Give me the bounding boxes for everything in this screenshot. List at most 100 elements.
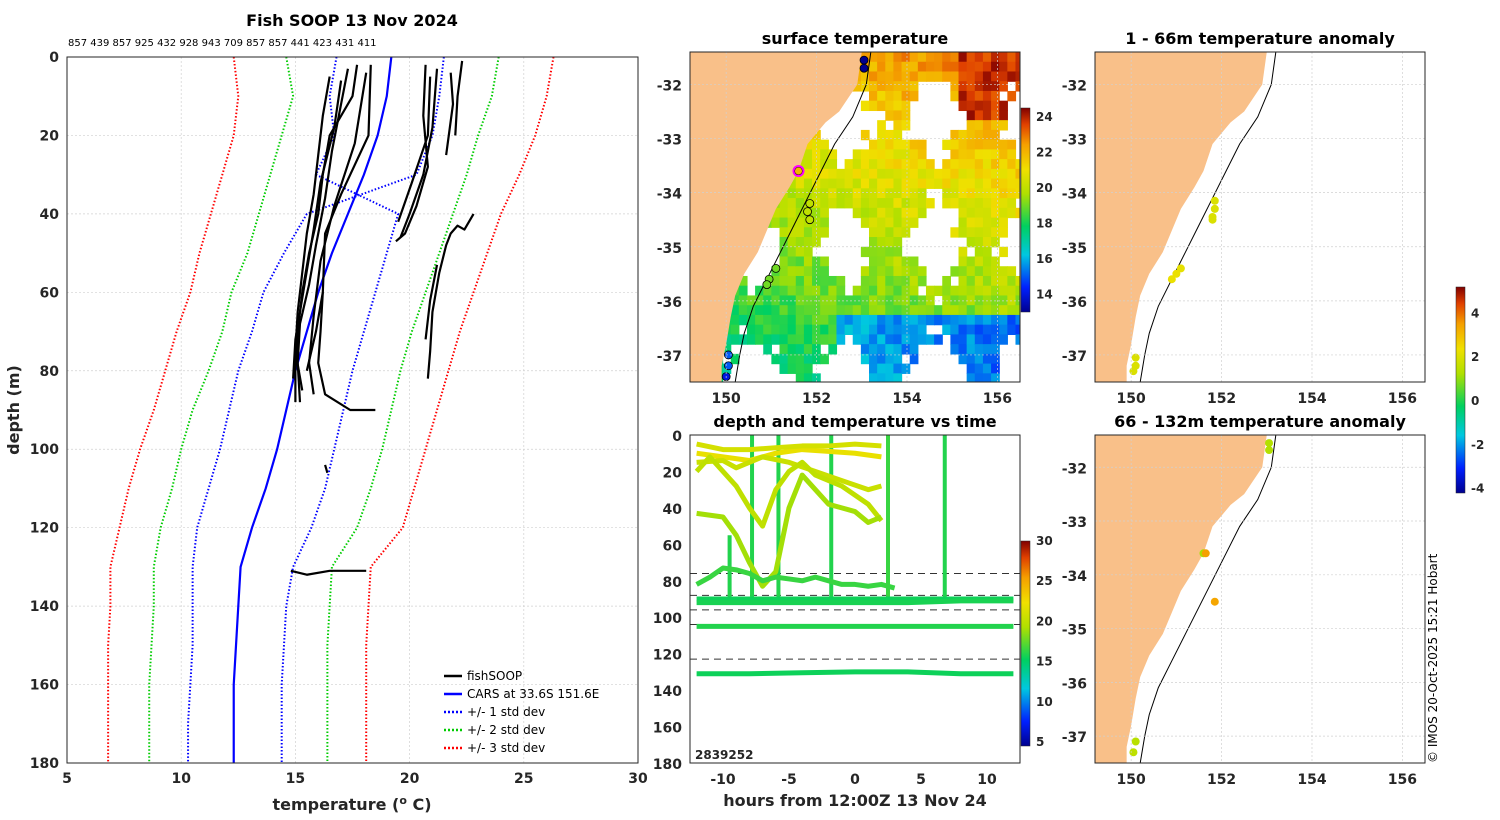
- sst-cell: [869, 237, 878, 248]
- sst-cell: [974, 353, 984, 365]
- sst-cell: [860, 295, 870, 306]
- sst-cell: [763, 324, 772, 335]
- sst-cell: [860, 168, 870, 180]
- sst-cell: [1007, 275, 1017, 287]
- sst-cell: [991, 159, 1000, 170]
- sst-cell: [869, 275, 878, 287]
- sst-cell: [893, 90, 903, 102]
- sst-cell: [771, 305, 781, 316]
- sst-cell: [950, 168, 960, 180]
- sst-cell: [844, 314, 854, 326]
- sst-cell: [779, 256, 789, 267]
- sst-cell: [974, 285, 984, 297]
- sst-cell: [966, 305, 976, 316]
- depth-time-y-tick: 40: [663, 502, 683, 518]
- sst-cell: [820, 324, 829, 335]
- depth-time-title: depth and temperature vs time: [713, 412, 996, 431]
- sst-cell: [885, 188, 895, 199]
- sst-cell: [812, 198, 821, 209]
- sst-cell: [738, 314, 748, 326]
- profile-y-tick: 20: [40, 128, 60, 144]
- sst-cell: [925, 168, 935, 180]
- sst-cell: [982, 363, 992, 374]
- sst-cell: [999, 198, 1008, 209]
- sst-cell: [1007, 188, 1017, 199]
- sst-cell: [885, 81, 895, 92]
- a1-y-tick: -37: [1062, 349, 1087, 365]
- sst-cell: [860, 149, 870, 160]
- sst-cell: [909, 285, 919, 297]
- sst-cell: [893, 353, 903, 365]
- sst-cell: [885, 324, 895, 335]
- sst-cell: [909, 90, 919, 102]
- sst-cell: [877, 246, 886, 258]
- a1-anomaly-point: [1176, 264, 1185, 273]
- sst-cell: [991, 373, 1000, 382]
- sst-cell: [966, 363, 976, 374]
- sst-cell: [950, 188, 960, 199]
- sst-cell: [869, 139, 878, 150]
- sst-observation: [724, 361, 733, 371]
- sst-cell: [901, 344, 911, 355]
- sst-cell: [836, 305, 846, 316]
- sst-cell: [877, 168, 886, 180]
- a1-x-tick: 156: [1388, 391, 1417, 407]
- sst-cell: [991, 207, 1000, 219]
- sst-cell: [885, 373, 895, 382]
- depth-time-x-tick: 5: [916, 772, 926, 788]
- sst-cell: [836, 178, 846, 189]
- sst-cell: [950, 129, 960, 141]
- sst-cell: [934, 168, 943, 180]
- sst-cell: [885, 285, 895, 297]
- sst-cell: [925, 61, 935, 73]
- a2-x-tick: 156: [1388, 772, 1417, 788]
- sst-cell: [885, 178, 895, 189]
- sst-cell: [779, 246, 789, 258]
- sst-cell: [844, 198, 854, 209]
- a2-y-tick: -33: [1062, 515, 1087, 531]
- a1-anomaly-point: [1172, 269, 1181, 278]
- profile-y-tick: 140: [30, 599, 59, 615]
- depth-time-y-tick: 60: [663, 538, 683, 554]
- a2-anomaly-point: [1265, 439, 1274, 448]
- profile-panel: Fish SOOP 13 Nov 2024 857 439 857 925 43…: [4, 11, 648, 814]
- sst-cell: [934, 314, 943, 326]
- anomaly-upper-title: 1 - 66m temperature anomaly: [1125, 29, 1395, 48]
- sst-cell: [893, 52, 903, 63]
- sst-cell: [999, 168, 1008, 180]
- sst-cell: [901, 120, 911, 131]
- sst-cell: [950, 139, 960, 150]
- sst-cell: [869, 71, 878, 82]
- sst-cell: [982, 159, 992, 170]
- sst-cell: [828, 198, 838, 209]
- fishsoop-profile: [445, 72, 455, 156]
- sst-observation: [805, 199, 815, 208]
- sst-cell: [901, 81, 911, 92]
- sst-cell: [1015, 52, 1020, 63]
- sst-cell: [860, 198, 870, 209]
- sst-cell: [779, 353, 789, 365]
- a2-y-tick: -32: [1062, 461, 1087, 477]
- sst-cell: [885, 168, 895, 180]
- sst-cell: [771, 334, 781, 345]
- sst-cell: [746, 324, 756, 335]
- sst-cell: [1015, 285, 1020, 297]
- sst-cell: [909, 207, 919, 219]
- sst-cell: [974, 373, 984, 382]
- sst-observation: [805, 215, 815, 225]
- sst-cell: [982, 149, 992, 160]
- sst-cell: [909, 149, 919, 160]
- sst-cell: [893, 295, 903, 306]
- sst-cell: [820, 149, 829, 160]
- sst-cell: [982, 285, 992, 297]
- sst-cell: [925, 71, 935, 82]
- sst-cell: [779, 275, 789, 287]
- sst-cell: [909, 139, 919, 150]
- depth-time-y-tick: 120: [653, 648, 682, 664]
- sst-cell: [917, 188, 927, 199]
- sst-cell: [877, 324, 886, 335]
- sst-cell: [795, 266, 805, 277]
- depth-time-y-tick: 100: [653, 611, 682, 627]
- sst-cell: [869, 90, 878, 102]
- sst-observation: [859, 63, 869, 73]
